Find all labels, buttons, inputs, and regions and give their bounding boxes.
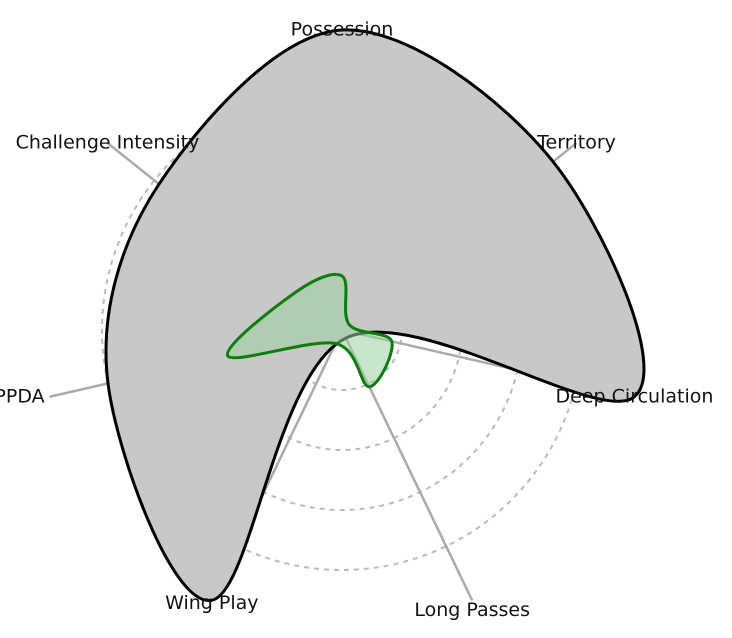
axis-label: Challenge Intensity	[16, 131, 200, 153]
axis-label: PPDA	[0, 385, 45, 407]
axis-label: Wing Play	[165, 592, 258, 614]
axis-label: Deep Circulation	[556, 385, 714, 407]
axis-label: Territory	[536, 131, 616, 153]
radar-area	[104, 28, 646, 602]
axis-label: Long Passes	[414, 599, 530, 621]
radar-area	[226, 272, 394, 389]
axis-label: Possession	[291, 19, 394, 41]
